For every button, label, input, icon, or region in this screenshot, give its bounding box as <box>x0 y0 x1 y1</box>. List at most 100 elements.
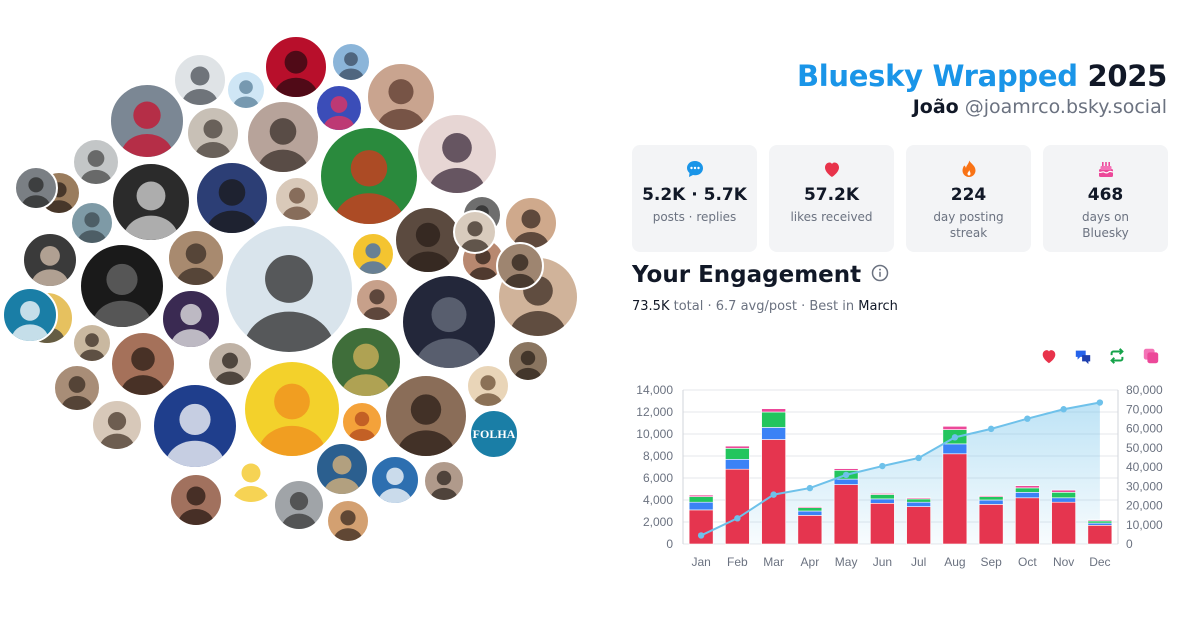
avatar[interactable] <box>167 229 225 287</box>
bar-segment <box>942 443 968 455</box>
avatar[interactable] <box>161 289 221 349</box>
avatar[interactable] <box>2 287 58 343</box>
avatar[interactable] <box>351 232 395 276</box>
avatar[interactable] <box>384 374 468 458</box>
avatar[interactable] <box>274 176 320 222</box>
avatar[interactable] <box>416 113 498 195</box>
avatar[interactable] <box>111 162 191 242</box>
repost-icon[interactable] <box>1108 347 1126 365</box>
avatar[interactable] <box>152 383 238 469</box>
y-left-tick-label: 8,000 <box>643 449 673 463</box>
avatar[interactable] <box>341 401 383 443</box>
avatar[interactable] <box>224 450 278 504</box>
avatar[interactable] <box>330 326 402 398</box>
avatar[interactable] <box>273 479 325 531</box>
folha-logo-avatar[interactable]: FOLHA <box>469 409 519 459</box>
bar-segment <box>688 496 714 503</box>
avatar[interactable] <box>394 206 462 274</box>
avatar[interactable] <box>226 70 266 110</box>
avatar[interactable] <box>366 62 436 132</box>
cumulative-point <box>770 491 777 498</box>
y-left-tick-label: 10,000 <box>636 427 673 441</box>
avatar-silhouette <box>341 343 391 396</box>
avatar[interactable] <box>496 242 544 290</box>
avatar-silhouette <box>80 150 112 184</box>
cumulative-point <box>951 434 959 441</box>
engagement-summary: 73.5K total · 6.7 avg/post · Best in Mar… <box>632 299 898 314</box>
bar-segment <box>688 494 714 498</box>
avatar[interactable] <box>264 35 328 99</box>
avatar-silhouette <box>206 179 258 233</box>
stat-value: 224 <box>950 185 987 205</box>
avatar[interactable] <box>246 100 320 174</box>
heart-icon[interactable] <box>1040 347 1058 365</box>
engagement-chart: 0 2,000 4,000 6,000 8,000 10,000 12,000 14,000 0… <box>636 383 1163 569</box>
avatar[interactable] <box>355 278 399 322</box>
avatar[interactable] <box>109 83 185 159</box>
avatar[interactable] <box>370 455 420 505</box>
bar-segment <box>725 445 750 449</box>
bar-segment <box>942 453 968 545</box>
bar-segment <box>797 510 823 516</box>
avatar[interactable] <box>466 364 510 408</box>
avatar[interactable] <box>423 460 465 502</box>
page-title: Bluesky Wrapped 2025 <box>797 58 1167 94</box>
avatar[interactable] <box>504 196 558 250</box>
avatar-silhouette <box>338 52 364 80</box>
cumulative-point <box>806 484 814 492</box>
y-right-tick-label: 60,000 <box>1126 422 1163 436</box>
bar-segment <box>833 468 859 471</box>
avatar-silhouette <box>324 455 360 494</box>
reply-icon[interactable] <box>1074 347 1092 365</box>
y-right-tick-label: 30,000 <box>1126 479 1163 493</box>
stats-row: 5.2K · 5.7K posts · replies 57.2K likes … <box>632 145 1168 252</box>
bar-segment <box>833 478 859 485</box>
avatar[interactable] <box>401 274 497 370</box>
cumulative-point <box>879 462 886 470</box>
avatar[interactable] <box>319 126 419 226</box>
avatar-silhouette <box>274 50 318 97</box>
avatar[interactable] <box>72 138 120 186</box>
engagement-total: 73.5K <box>632 299 670 314</box>
avatar-silhouette <box>428 132 486 193</box>
bar-segment <box>1051 489 1076 493</box>
avatar[interactable] <box>186 106 240 160</box>
avatar[interactable] <box>70 201 114 245</box>
avatar[interactable] <box>331 42 371 82</box>
cumulative-area <box>701 402 1100 544</box>
avatar[interactable] <box>507 340 549 382</box>
avatar[interactable] <box>91 399 143 451</box>
avatar[interactable] <box>195 161 269 235</box>
user-handle[interactable]: @joamrco.bsky.social <box>964 96 1167 118</box>
avatar[interactable] <box>453 210 497 254</box>
avatar[interactable] <box>79 243 165 329</box>
avatar-silhouette <box>378 467 412 503</box>
avatar[interactable] <box>169 473 223 527</box>
y-right-tick-label: 70,000 <box>1126 402 1163 416</box>
avatar[interactable] <box>22 232 78 288</box>
avatar[interactable] <box>14 166 58 210</box>
avatar-silhouette <box>182 66 218 105</box>
avatar[interactable] <box>207 341 253 387</box>
user-line: João @joamrco.bsky.social <box>797 94 1167 120</box>
stat-likes-card: 57.2K likes received <box>769 145 894 252</box>
y-right-tick-label: 20,000 <box>1126 499 1163 513</box>
bar-segment <box>725 468 750 545</box>
bar-segment <box>725 459 750 470</box>
info-icon[interactable] <box>871 262 889 288</box>
quote-icon[interactable] <box>1142 347 1160 365</box>
avatar[interactable] <box>243 360 341 458</box>
avatar[interactable] <box>53 364 101 412</box>
avatar[interactable] <box>224 224 354 354</box>
avatar-silhouette <box>178 486 214 525</box>
avatar[interactable] <box>315 84 363 132</box>
avatar[interactable] <box>315 442 369 496</box>
avatar[interactable] <box>326 499 370 543</box>
brand-title: Bluesky Wrapped <box>796 59 1078 93</box>
avatar-silhouette <box>99 412 135 449</box>
heart-icon <box>769 159 894 181</box>
x-tick-label: Mar <box>763 555 784 569</box>
avatar[interactable] <box>173 53 227 107</box>
avatar[interactable] <box>110 331 176 397</box>
avatar[interactable] <box>72 323 112 363</box>
